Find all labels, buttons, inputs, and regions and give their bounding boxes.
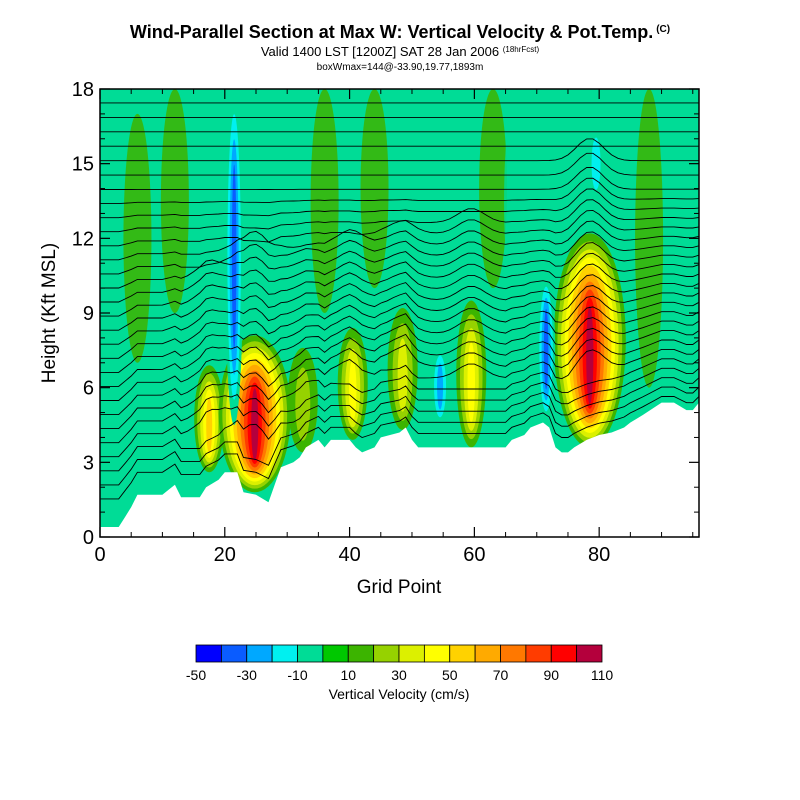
y-tick-label: 18 [72, 79, 94, 101]
axes: 0 3 6 9 12 15 18 0 20 40 60 80 [72, 79, 699, 566]
theta-contours [100, 102, 699, 500]
theta-contour [100, 377, 699, 472]
theta-contour [100, 274, 699, 331]
theta-contour [100, 231, 699, 275]
y-axis-title: Height (Kft MSL) [39, 243, 60, 383]
x-tick-label: 40 [338, 544, 360, 566]
x-axis-title: Grid Point [357, 577, 442, 598]
colorbar-tick-label: -30 [237, 667, 257, 683]
theta-contour [100, 188, 699, 219]
colorbar-tick-label: 10 [340, 667, 356, 683]
colorbar-tick-label: 50 [442, 667, 458, 683]
colorbar-tick-label: 30 [391, 667, 407, 683]
updraft-band [348, 359, 357, 422]
colorbar-swatch [550, 644, 578, 663]
colorbar-swatch [474, 644, 501, 663]
background-band [310, 89, 339, 313]
x-tick-label: 60 [463, 544, 485, 566]
updraft-band [467, 341, 476, 423]
background-band [504, 89, 533, 313]
theta-contour [100, 199, 699, 233]
theta-contour [100, 317, 699, 387]
background-band [160, 89, 189, 313]
background-band [479, 89, 508, 289]
colorbar-swatch [576, 644, 603, 663]
colorbar-swatch [220, 644, 248, 663]
colorbar: -50 -30 -10 10 30 50 70 90 110 [186, 644, 614, 683]
theta-contour [100, 348, 699, 430]
theta-contour [100, 358, 699, 444]
theta-contour [100, 367, 699, 458]
theta-contour [100, 138, 699, 162]
x-tick-label: 20 [214, 544, 236, 566]
theta-contour [100, 220, 699, 261]
colorbar-swatch [398, 644, 425, 663]
theta-contour [100, 386, 699, 486]
colorbar-swatch [373, 644, 400, 663]
downdraft-band [543, 308, 549, 390]
y-tick-label: 3 [83, 452, 94, 474]
colorbar-tick-label: 70 [493, 667, 509, 683]
colorbar-tick-label: -10 [287, 667, 307, 683]
chart-title: Wind-Parallel Section at Max W: Vertical… [129, 22, 671, 42]
box-wmax-line: boxWmax=144@-33.90,19.77,1893m [316, 62, 484, 73]
y-tick-label: 12 [72, 228, 94, 250]
colorbar-swatch [322, 644, 349, 663]
terrain-mask [100, 402, 699, 537]
theta-contour [100, 327, 699, 401]
theta-contour [100, 167, 699, 190]
plot-area [100, 89, 699, 537]
valid-time-line: Valid 1400 LST [1200Z] SAT 28 Jan 2006 (… [260, 44, 540, 59]
colorbar-tick-label: 110 [591, 667, 614, 683]
theta-contour [100, 295, 699, 359]
colorbar-swatch [195, 644, 222, 663]
colorbar-swatch [423, 644, 451, 663]
colorbar-swatch [246, 644, 273, 663]
colorbar-swatch [347, 644, 375, 663]
x-tick-label: 80 [588, 544, 610, 566]
downdraft-band [231, 164, 237, 350]
y-tick-label: 15 [72, 154, 94, 176]
x-tick-label: 0 [94, 544, 105, 566]
colorbar-label: Vertical Velocity (cm/s) [329, 686, 470, 702]
updraft-band [206, 397, 213, 454]
colorbar-swatch [500, 644, 527, 663]
theta-contour [100, 152, 699, 176]
colorbar-swatch [525, 644, 552, 663]
updraft-band [397, 338, 408, 412]
theta-contour [100, 252, 699, 303]
colorbar-tick-label: 90 [543, 667, 559, 683]
theta-contour [100, 338, 699, 416]
background-band [123, 113, 152, 363]
downdraft-band [591, 137, 601, 190]
updraft-band [586, 305, 594, 405]
colorbar-tick-label: -50 [186, 667, 206, 683]
colorbar-swatch [271, 644, 298, 663]
theta-contour [100, 306, 699, 373]
y-tick-label: 6 [83, 378, 94, 400]
forecast-tag: (18hrFcst) [502, 45, 540, 54]
theta-contour [100, 396, 699, 500]
background-band [254, 113, 283, 313]
y-tick-label: 0 [83, 527, 94, 549]
y-tick-label: 9 [83, 303, 94, 325]
downdraft-band [437, 363, 444, 410]
colorbar-swatch [449, 644, 476, 663]
theta-contour [100, 263, 699, 317]
theta-contour [100, 285, 699, 345]
colorbar-swatch [297, 644, 324, 663]
copyright-mark: (C) [656, 24, 671, 35]
theta-contour [100, 177, 699, 205]
